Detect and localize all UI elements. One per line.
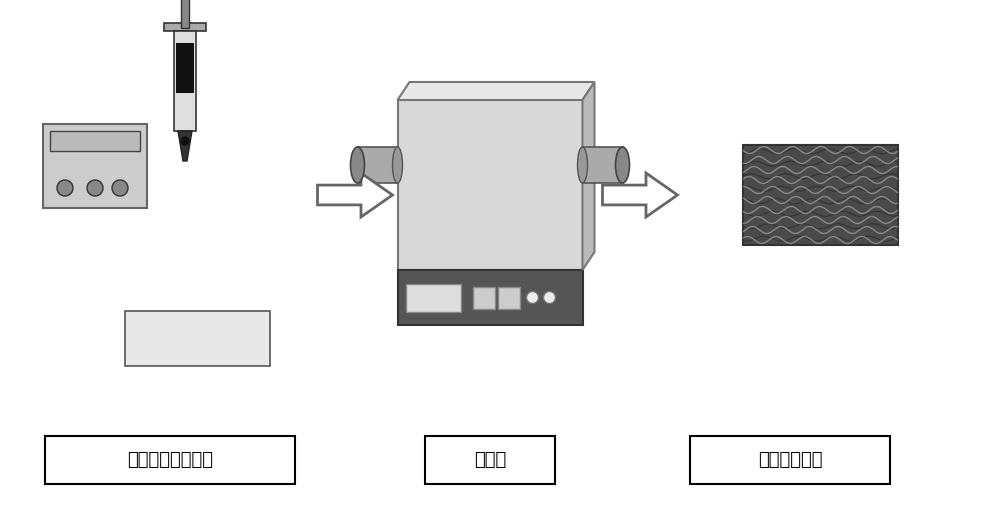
Circle shape xyxy=(181,137,189,145)
Bar xyxy=(425,436,555,484)
Polygon shape xyxy=(178,131,192,161)
Bar xyxy=(181,0,189,28)
Bar xyxy=(125,311,270,366)
Text: 氧阴极膜电极: 氧阴极膜电极 xyxy=(758,451,822,469)
FancyBboxPatch shape xyxy=(43,124,147,208)
Bar xyxy=(473,287,494,309)
Bar xyxy=(358,147,398,183)
Bar xyxy=(498,287,520,309)
Bar xyxy=(406,283,460,312)
Bar xyxy=(50,131,140,151)
Bar xyxy=(398,100,582,270)
Bar xyxy=(690,436,890,484)
Bar xyxy=(45,436,295,484)
Ellipse shape xyxy=(616,147,630,183)
Circle shape xyxy=(544,291,556,303)
Circle shape xyxy=(112,180,128,196)
Circle shape xyxy=(87,180,103,196)
Text: 制备催化层前驱体: 制备催化层前驱体 xyxy=(127,451,213,469)
Bar xyxy=(398,270,582,325)
Bar xyxy=(164,23,206,31)
Circle shape xyxy=(526,291,538,303)
Polygon shape xyxy=(318,173,392,217)
Ellipse shape xyxy=(351,147,364,183)
Circle shape xyxy=(57,180,73,196)
Bar xyxy=(582,147,622,183)
Bar xyxy=(174,31,196,131)
Ellipse shape xyxy=(578,147,588,183)
Ellipse shape xyxy=(392,147,402,183)
Polygon shape xyxy=(582,82,594,270)
Polygon shape xyxy=(398,82,594,100)
Bar xyxy=(742,145,898,245)
Polygon shape xyxy=(602,173,678,217)
Text: 热处理: 热处理 xyxy=(474,451,506,469)
Bar xyxy=(176,43,194,93)
